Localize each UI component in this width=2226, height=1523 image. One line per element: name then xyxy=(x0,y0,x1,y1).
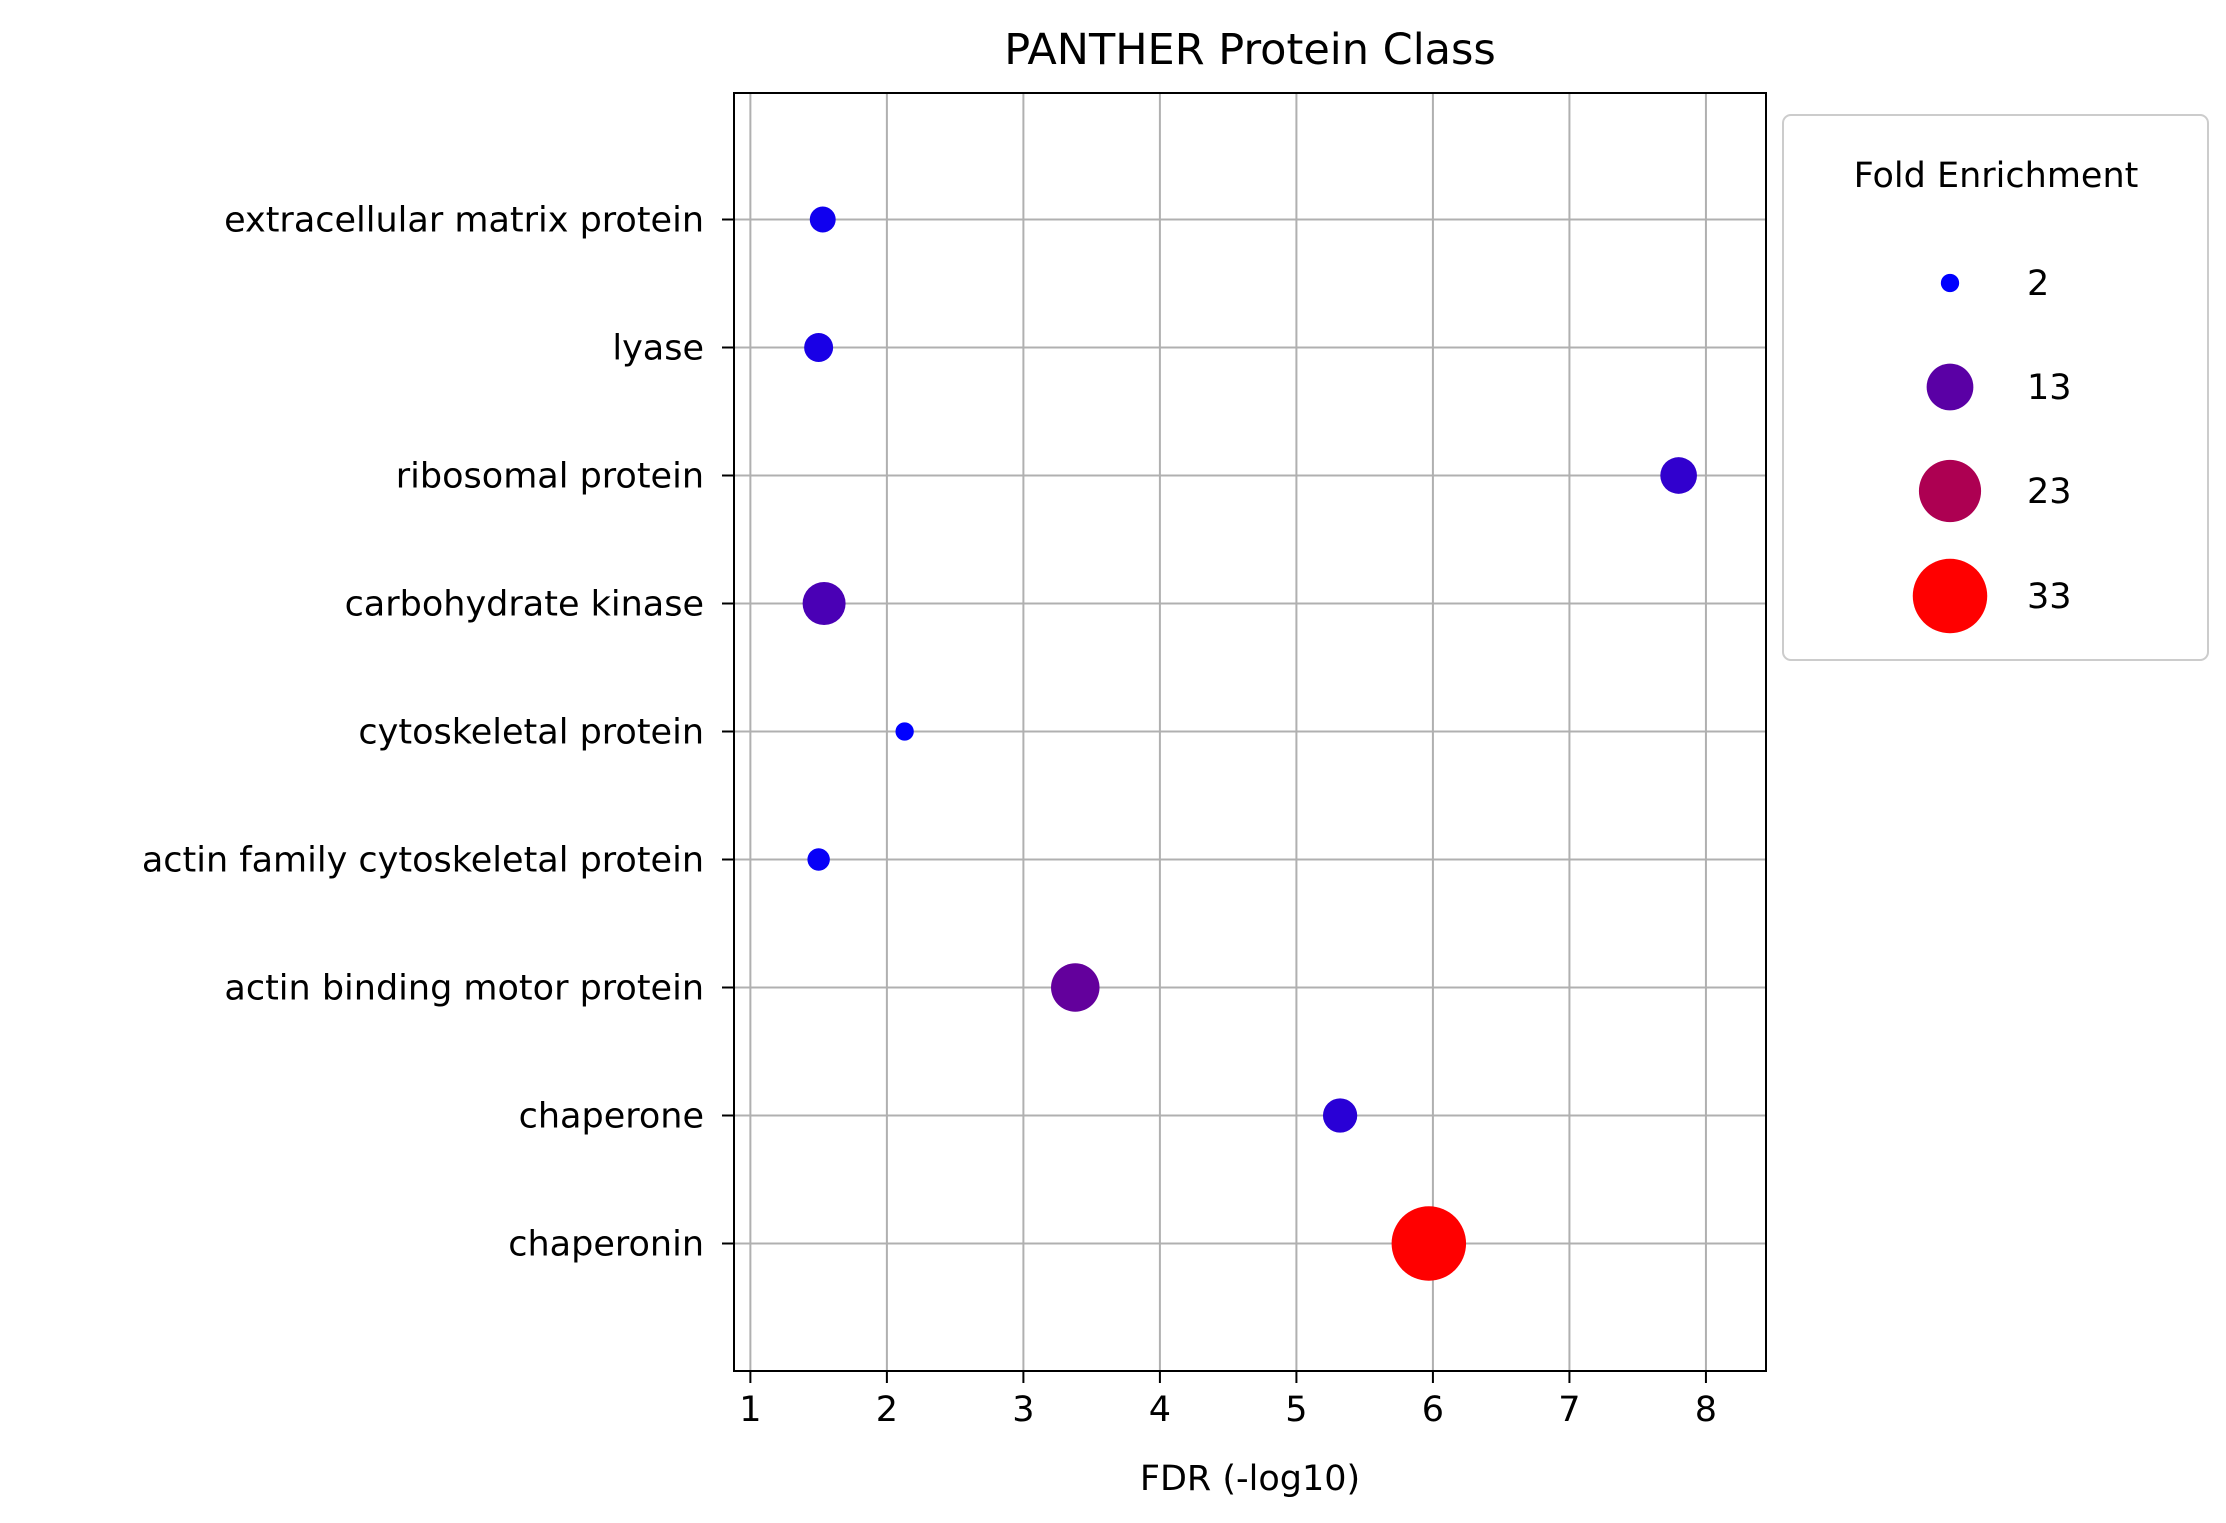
legend-label: 33 xyxy=(2027,577,2072,617)
legend-marker xyxy=(1912,558,1988,634)
x-tick-label: 8 xyxy=(1695,1390,1717,1430)
legend-title: Fold Enrichment xyxy=(1854,156,2139,196)
chart-title: PANTHER Protein Class xyxy=(1004,25,1496,75)
y-tick-label: ribosomal protein xyxy=(396,457,704,497)
x-tick-label: 2 xyxy=(876,1390,898,1430)
x-tick-label: 4 xyxy=(1149,1390,1171,1430)
y-tick-label: extracellular matrix protein xyxy=(224,201,704,241)
x-tick-label: 6 xyxy=(1422,1390,1444,1430)
data-point xyxy=(807,848,830,871)
data-point xyxy=(895,722,914,741)
legend-marker xyxy=(1940,273,1960,293)
legend-marker xyxy=(1918,459,1982,523)
data-point xyxy=(1051,963,1100,1012)
y-tick-label: actin binding motor protein xyxy=(224,969,704,1009)
x-axis-label: FDR (-log10) xyxy=(1140,1459,1360,1499)
x-tick-label: 3 xyxy=(1012,1390,1034,1430)
x-axis-ticks: 1 2 3 4 5 6 7 8 xyxy=(739,1371,1717,1430)
data-point xyxy=(809,206,836,233)
y-tick-label: lyase xyxy=(612,329,704,369)
data-point xyxy=(804,333,834,362)
grid-lines xyxy=(734,93,1766,1371)
legend-label: 13 xyxy=(2027,368,2072,408)
legend-label: 2 xyxy=(2027,264,2049,304)
data-point xyxy=(802,582,846,625)
x-tick-label: 1 xyxy=(739,1390,761,1430)
legend-marker xyxy=(1926,363,1974,411)
data-point xyxy=(1391,1206,1467,1281)
legend-entries: 2 13 23 33 xyxy=(1912,264,2072,634)
data-point xyxy=(1322,1098,1358,1133)
y-tick-label: chaperone xyxy=(519,1097,704,1137)
data-points xyxy=(802,206,1697,1281)
y-tick-label: actin family cytoskeletal protein xyxy=(142,841,704,881)
legend-label: 23 xyxy=(2027,472,2072,512)
data-point xyxy=(1660,457,1697,494)
y-tick-label: carbohydrate kinase xyxy=(345,585,704,625)
legend-frame xyxy=(1782,114,2209,661)
y-axis-ticks: chaperonin chaperone actin binding motor p… xyxy=(142,201,734,1265)
y-tick-label: cytoskeletal protein xyxy=(358,713,704,753)
y-tick-label: chaperonin xyxy=(508,1225,704,1265)
legend: Fold Enrichment 2 13 23 33 xyxy=(1782,114,2209,661)
x-tick-label: 7 xyxy=(1558,1390,1580,1430)
x-tick-label: 5 xyxy=(1285,1390,1307,1430)
